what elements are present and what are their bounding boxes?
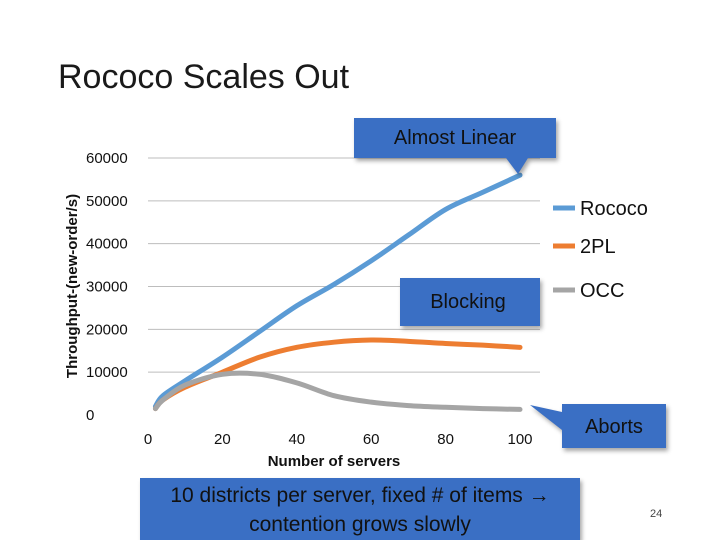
x-tick-60: 60 — [363, 431, 380, 448]
y-tick-40000: 40000 — [86, 236, 128, 253]
slide-title: Rococo Scales Out — [58, 58, 350, 96]
y-tick-0: 0 — [86, 407, 94, 424]
footer-note-line1: 10 districts per server, fixed # of item… — [170, 484, 550, 507]
x-tick-80: 80 — [437, 431, 454, 448]
x-tick-100: 100 — [507, 431, 532, 448]
callout-blocking-text: Blocking — [430, 291, 506, 313]
y-axis-title: Throughput-(new-order/s) — [64, 194, 81, 378]
y-tick-10000: 10000 — [86, 364, 128, 381]
callout-aborts-text: Aborts — [585, 416, 643, 438]
x-tick-40: 40 — [288, 431, 305, 448]
slide-number: 24 — [650, 508, 663, 520]
series-line-occ — [152, 370, 523, 412]
x-tick-labels: 0 20 40 60 80 100 — [144, 431, 533, 448]
footer-note-line2: contention grows slowly — [249, 513, 471, 536]
y-tick-30000: 30000 — [86, 279, 128, 296]
callout-aborts: Aborts — [530, 404, 666, 448]
legend-label-occ: OCC — [580, 280, 624, 302]
footer-note: 10 districts per server, fixed # of item… — [140, 478, 580, 540]
callout-blocking: Blocking — [400, 278, 540, 326]
legend-label-2pl: 2PL — [580, 236, 616, 258]
x-tick-0: 0 — [144, 431, 152, 448]
x-axis-title: Number of servers — [268, 453, 401, 470]
chart-legend: Rococo 2PL OCC — [553, 198, 648, 302]
series-lines — [152, 172, 523, 412]
legend-label-rococo: Rococo — [580, 198, 648, 220]
y-tick-60000: 60000 — [86, 150, 128, 167]
y-tick-20000: 20000 — [86, 321, 128, 338]
series-line-rococo — [152, 172, 523, 409]
x-tick-20: 20 — [214, 431, 231, 448]
y-tick-labels: 0 10000 20000 30000 40000 50000 60000 — [86, 150, 128, 424]
callout-almost-linear: Almost Linear — [354, 118, 556, 174]
y-tick-50000: 50000 — [86, 193, 128, 210]
callout-almost-linear-text: Almost Linear — [394, 127, 517, 149]
